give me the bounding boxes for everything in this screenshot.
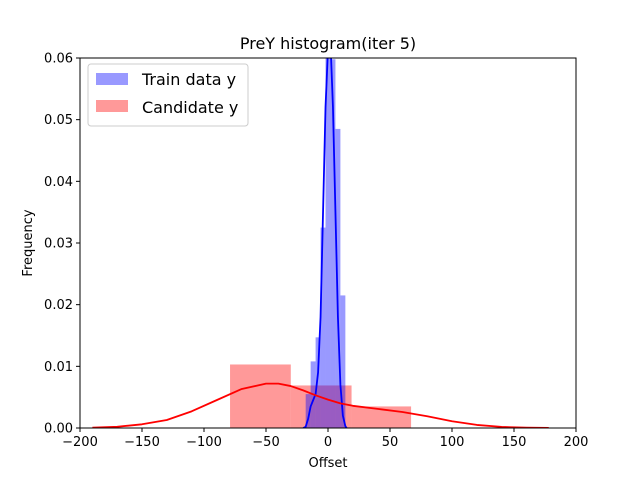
x-tick-label: 200 (564, 435, 589, 450)
plot-area (92, 58, 549, 428)
x-tick-label: −200 (62, 435, 98, 450)
y-axis-label: Frequency (21, 209, 36, 276)
train-hist-bar-0 (305, 394, 311, 428)
x-tick-label: 150 (502, 435, 527, 450)
y-tick-label: 0.00 (44, 422, 73, 437)
y-tick-label: 0.03 (44, 237, 73, 252)
train-kde-line (302, 58, 348, 428)
train-hist-bar-3 (320, 227, 326, 428)
y-tick-label: 0.06 (44, 52, 73, 67)
train-hist-bar-7 (340, 295, 346, 428)
y-tick-label: 0.01 (44, 360, 73, 375)
legend-swatch-train (96, 73, 128, 85)
x-tick-label: −100 (186, 435, 222, 450)
x-ticks: −200 −150 −100 −50 0 50 100 150 200 (62, 428, 588, 450)
chart-title: PreY histogram(iter 5) (240, 34, 416, 53)
train-hist-bar-6 (335, 128, 341, 428)
y-tick-label: 0.04 (44, 175, 73, 190)
candidate-hist-bar-0 (230, 364, 291, 428)
train-hist-bar-4 (325, 58, 331, 428)
y-tick-label: 0.05 (44, 113, 73, 128)
legend-label-train: Train data y (141, 70, 236, 89)
train-hist-bar-5 (330, 59, 336, 428)
legend: Train data y Candidate y (87, 63, 249, 127)
x-tick-label: −50 (252, 435, 279, 450)
x-tick-label: 100 (440, 435, 465, 450)
legend-box (87, 63, 249, 127)
candidate-kde-line (92, 382, 549, 428)
y-ticks: 0.00 0.01 0.02 0.03 0.04 0.05 0.06 (44, 52, 80, 437)
x-tick-label: −150 (124, 435, 160, 450)
x-tick-label: 0 (324, 435, 332, 450)
train-hist-bar-2 (315, 337, 321, 428)
y-tick-label: 0.02 (44, 298, 73, 313)
x-tick-label: 50 (382, 435, 399, 450)
legend-swatch-candidate (96, 100, 128, 112)
x-axis-label: Offset (308, 456, 347, 471)
legend-label-candidate: Candidate y (142, 98, 238, 117)
